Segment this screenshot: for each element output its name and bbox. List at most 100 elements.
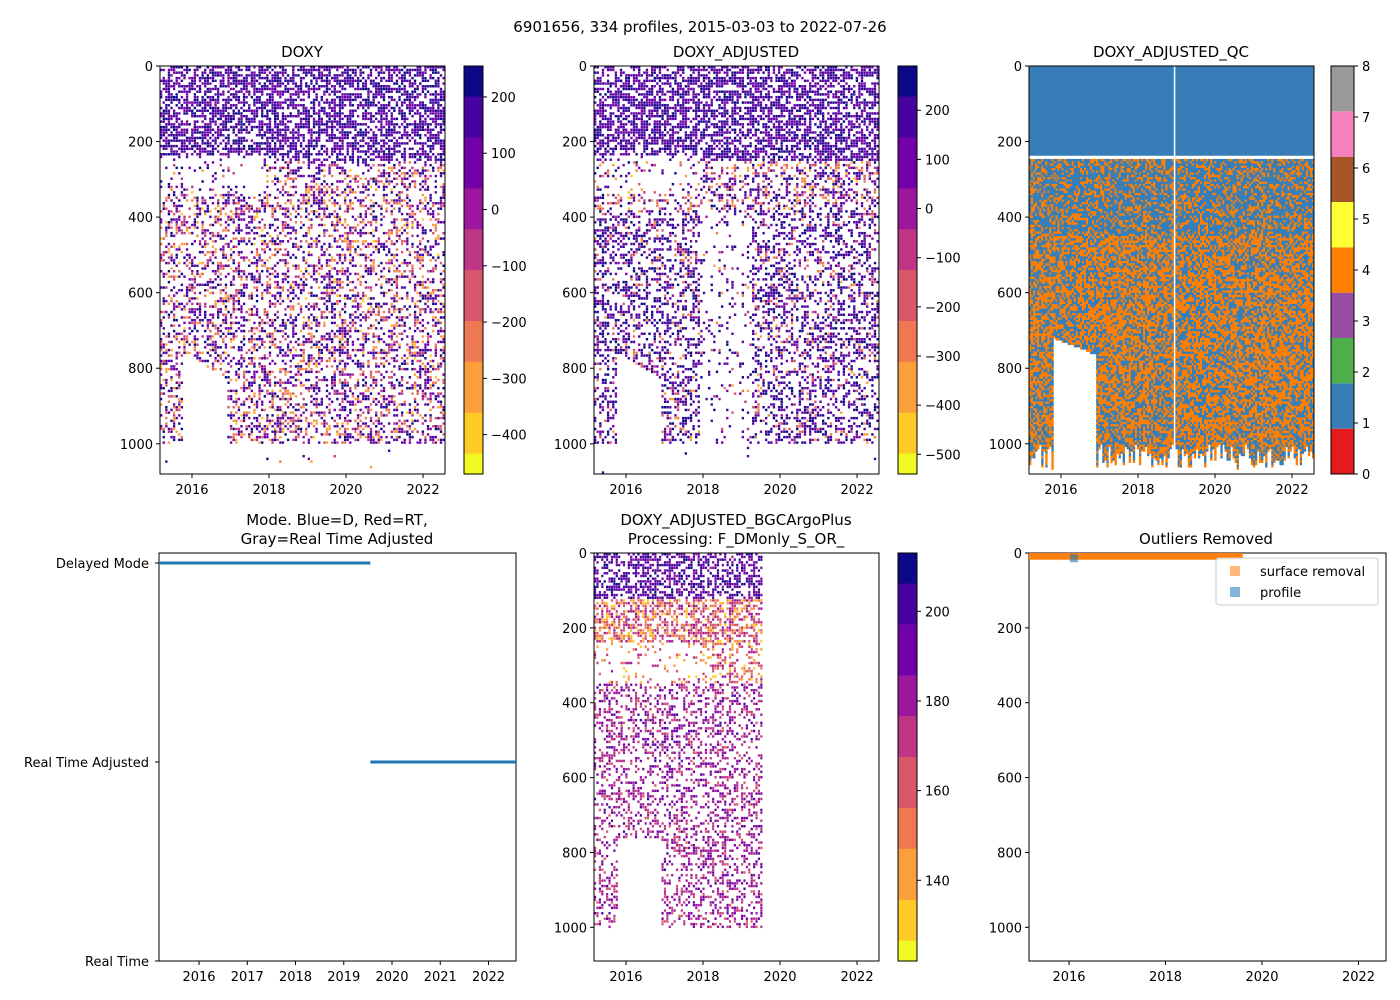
- heatmap-cell: [279, 422, 282, 425]
- heatmap-cell: [315, 215, 318, 219]
- heatmap-cell: [325, 112, 329, 115]
- heatmap-cell: [372, 397, 375, 401]
- heatmap-cell: [276, 354, 279, 357]
- heatmap-cell: [320, 316, 323, 319]
- heatmap-cell: [266, 313, 269, 316]
- heatmap-cell: [354, 316, 357, 319]
- heatmap-cell: [354, 419, 357, 423]
- heatmap-cell: [268, 305, 272, 308]
- heatmap-cell: [325, 98, 329, 102]
- heatmap-cell: [310, 180, 313, 183]
- heatmap-cell: [253, 403, 256, 406]
- heatmap-cell: [380, 218, 383, 221]
- heatmap-cell: [318, 411, 321, 414]
- heatmap-cell: [211, 120, 215, 123]
- heatmap-cell: [281, 397, 285, 401]
- heatmap-cell: [188, 231, 191, 235]
- heatmap-cell: [375, 90, 378, 93]
- heatmap-cell: [380, 395, 383, 398]
- heatmap-cell: [209, 223, 212, 227]
- heatmap-cell: [323, 441, 326, 444]
- heatmap-cell: [183, 348, 186, 352]
- heatmap-cell: [382, 117, 386, 121]
- heatmap-cell: [338, 215, 342, 219]
- heatmap-cell: [331, 386, 334, 390]
- heatmap-cell: [377, 422, 380, 425]
- heatmap-cell: [274, 150, 277, 153]
- heatmap-cell: [292, 147, 295, 151]
- heatmap-cell: [323, 316, 326, 319]
- heatmap-cell: [214, 270, 217, 273]
- heatmap-cell: [276, 85, 279, 88]
- heatmap-cell: [160, 128, 163, 132]
- heatmap-cell: [237, 264, 241, 268]
- heatmap-cell: [299, 308, 303, 311]
- heatmap-cell: [167, 182, 171, 186]
- heatmap-cell: [196, 128, 199, 132]
- heatmap-cell: [315, 386, 318, 390]
- heatmap-cell: [286, 389, 290, 393]
- heatmap-cell: [336, 166, 339, 170]
- heatmap-cell: [359, 204, 362, 208]
- heatmap-cell: [318, 389, 321, 393]
- heatmap-cell: [341, 134, 344, 137]
- heatmap-cell: [274, 153, 277, 156]
- heatmap-cell: [274, 123, 277, 126]
- heatmap-cell: [229, 365, 233, 368]
- heatmap-cell: [297, 93, 300, 96]
- heatmap-cell: [331, 286, 334, 289]
- heatmap-cell: [276, 117, 279, 121]
- heatmap-cell: [302, 104, 305, 107]
- heatmap-cell: [255, 250, 259, 254]
- heatmap-cell: [242, 155, 246, 159]
- heatmap-cell: [188, 68, 191, 72]
- heatmap-cell: [336, 163, 339, 167]
- heatmap-cell: [198, 101, 202, 104]
- heatmap-cell: [341, 261, 344, 265]
- heatmap-cell: [232, 433, 235, 436]
- heatmap-cell: [253, 147, 256, 151]
- heatmap-cell: [201, 142, 204, 145]
- heatmap-cell: [185, 289, 189, 292]
- heatmap-cell: [274, 74, 277, 77]
- heatmap-cell: [297, 427, 300, 431]
- heatmap-cell: [286, 98, 290, 102]
- heatmap-cell: [323, 174, 326, 178]
- heatmap-cell: [165, 95, 168, 99]
- heatmap-cell: [369, 465, 373, 469]
- heatmap-cell: [258, 120, 261, 123]
- heatmap-cell: [268, 150, 272, 153]
- heatmap-cell: [305, 261, 308, 265]
- heatmap-cell: [346, 120, 349, 123]
- heatmap-cell: [284, 87, 287, 91]
- heatmap-cell: [372, 261, 375, 265]
- heatmap-cell: [299, 82, 303, 85]
- heatmap-cell: [375, 430, 378, 433]
- heatmap-cell: [219, 354, 222, 357]
- heatmap-cell: [214, 66, 217, 69]
- heatmap-cell: [211, 117, 215, 121]
- heatmap-cell: [172, 87, 176, 91]
- heatmap-cell: [253, 305, 256, 308]
- heatmap-cell: [292, 291, 295, 295]
- heatmap-cell: [165, 123, 168, 126]
- heatmap-cell: [286, 193, 290, 197]
- heatmap-cell: [261, 297, 264, 300]
- heatmap-cell: [359, 231, 362, 235]
- heatmap-cell: [369, 267, 373, 270]
- heatmap-cell: [276, 82, 279, 85]
- heatmap-cell: [356, 438, 360, 442]
- heatmap-cell: [204, 109, 207, 112]
- heatmap-cell: [377, 305, 380, 308]
- heatmap-cell: [255, 406, 259, 409]
- heatmap-cell: [180, 272, 184, 276]
- heatmap-cell: [331, 153, 334, 156]
- heatmap-cell: [289, 392, 292, 395]
- heatmap-cell: [380, 85, 383, 88]
- heatmap-cell: [292, 324, 295, 327]
- heatmap-cell: [193, 125, 197, 129]
- heatmap-cell: [227, 147, 230, 151]
- heatmap-cell: [206, 335, 209, 338]
- heatmap-cell: [299, 226, 303, 229]
- heatmap-cell: [276, 71, 279, 74]
